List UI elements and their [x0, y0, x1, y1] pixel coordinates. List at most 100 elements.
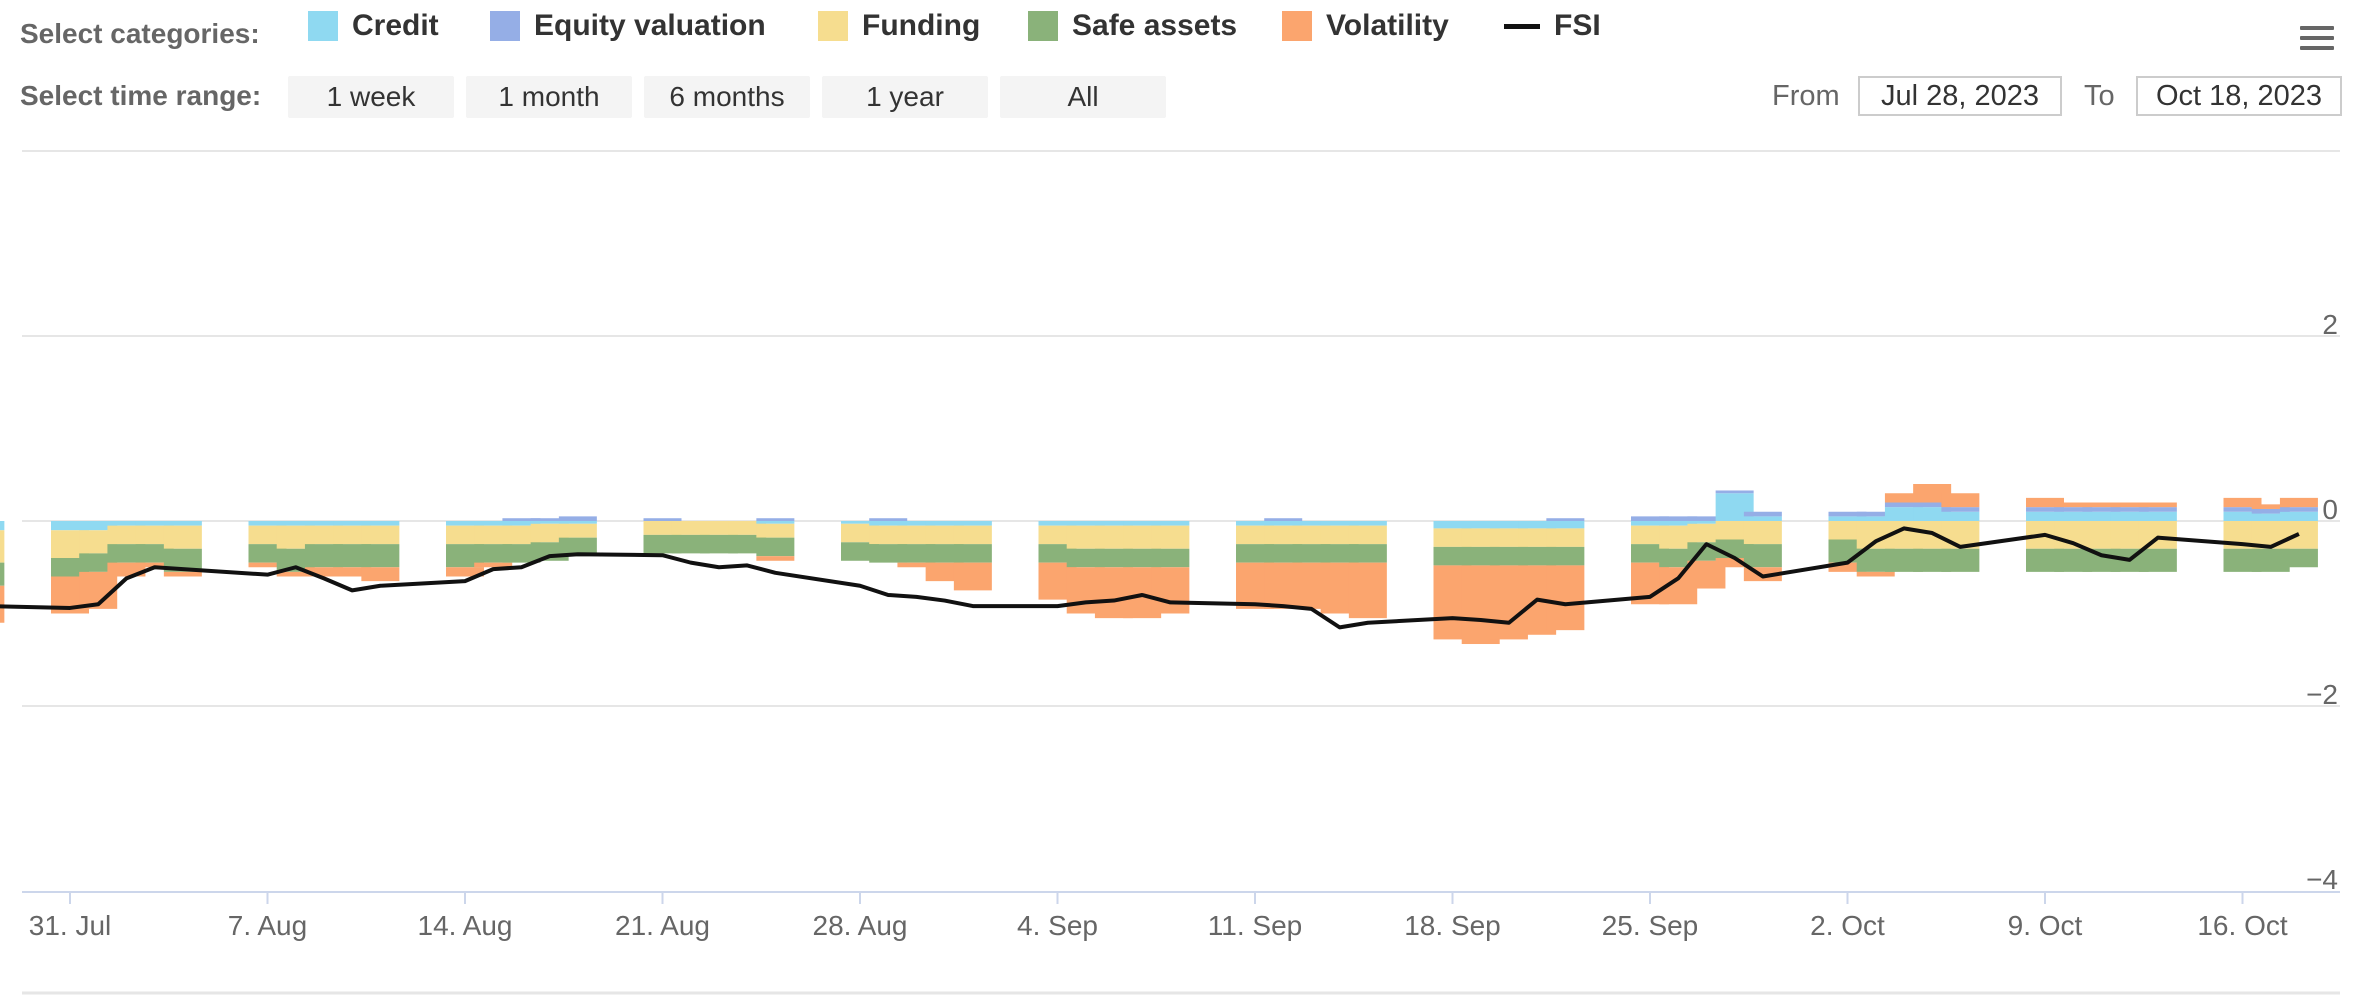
bar-volatility	[2279, 497, 2318, 508]
bar-credit	[2026, 511, 2064, 521]
bar-funding	[2138, 521, 2177, 549]
bar-volatility	[2251, 504, 2290, 509]
bar-credit	[248, 521, 287, 526]
bar-credit	[1941, 511, 1980, 521]
to-label: To	[2084, 80, 2115, 112]
legend-label: Equity valuation	[534, 9, 766, 42]
bar-equity-valuation	[643, 518, 682, 521]
from-date-input[interactable]	[1858, 76, 2062, 116]
legend-item-funding[interactable]: Funding	[818, 6, 980, 46]
bar-volatility	[1856, 571, 1895, 577]
menu-bar	[2300, 36, 2334, 40]
bar-volatility	[953, 562, 992, 591]
bar-credit	[51, 521, 89, 531]
chart-line	[0, 526, 2300, 630]
bar-credit	[1518, 521, 1557, 529]
bar-credit	[276, 521, 315, 526]
legend-item-fsi[interactable]: FSI	[1504, 6, 1601, 46]
range-button-all[interactable]: All	[1000, 76, 1166, 118]
menu-bar	[2300, 26, 2334, 30]
bar-volatility	[361, 567, 400, 582]
bar-credit	[1264, 521, 1303, 526]
bar-credit	[1066, 521, 1105, 526]
bar-equity-valuation	[1264, 518, 1303, 521]
bar-credit	[2138, 511, 2177, 521]
bar-volatility	[446, 567, 484, 577]
x-tick-label: 31. Jul	[29, 910, 112, 941]
x-tick-label: 11. Sep	[1208, 910, 1302, 941]
bar-credit	[756, 521, 795, 524]
bar-equity-valuation	[1631, 516, 1669, 521]
bar-equity-valuation	[2138, 507, 2177, 512]
bar-credit	[163, 521, 202, 526]
bar-volatility	[2110, 502, 2149, 508]
bar-volatility	[897, 562, 936, 568]
range-button-1-month[interactable]: 1 month	[466, 76, 632, 118]
bar-safe-assets	[756, 537, 795, 557]
bar-equity-valuation	[502, 518, 541, 521]
bar-safe-assets	[2279, 548, 2318, 568]
legend-swatch	[818, 11, 848, 41]
bar-equity-valuation	[1828, 511, 1867, 517]
x-tick-label: 16. Oct	[2197, 910, 2287, 941]
bar-credit	[1038, 521, 1077, 526]
bar-credit	[1433, 521, 1472, 529]
bar-safe-assets	[361, 544, 400, 568]
x-tick-label: 2. Oct	[1810, 910, 1885, 941]
bar-safe-assets	[1151, 548, 1190, 568]
bar-credit	[1856, 516, 1895, 521]
bar-volatility	[248, 562, 287, 568]
bar-credit	[1461, 521, 1500, 529]
bar-credit	[1743, 516, 1782, 521]
bar-equity-valuation	[1856, 511, 1895, 517]
bar-funding	[0, 530, 5, 563]
x-axis: 31. Jul 7. Aug 14. Aug 21. Aug 28. Aug 4. Sep…	[29, 892, 2288, 941]
bar-volatility	[2138, 502, 2177, 508]
chart-bars	[0, 484, 2318, 645]
bar-equity-valuation	[2223, 507, 2262, 512]
legend-item-credit[interactable]: Credit	[308, 6, 439, 46]
bar-funding	[1348, 525, 1387, 545]
bar-equity-valuation	[1913, 502, 1952, 508]
bar-credit	[897, 521, 936, 526]
bar-credit	[1094, 521, 1133, 526]
bar-credit	[841, 521, 879, 524]
time-range-label: Select time range:	[20, 80, 262, 111]
x-tick-label: 7. Aug	[228, 910, 307, 941]
bar-credit	[1546, 521, 1585, 529]
bar-volatility	[163, 571, 202, 577]
bar-credit	[2251, 513, 2290, 521]
fsi-line	[0, 526, 2300, 630]
bar-credit	[1320, 521, 1359, 526]
x-tick-label: 9. Oct	[2008, 910, 2083, 941]
bar-equity-valuation	[1546, 518, 1585, 521]
bar-equity-valuation	[2251, 508, 2290, 514]
bar-equity-valuation	[530, 518, 569, 521]
bar-volatility	[135, 562, 174, 568]
bar-credit	[1631, 521, 1669, 526]
bar-credit	[502, 521, 541, 526]
range-button-6-months[interactable]: 6 months	[644, 76, 810, 118]
bar-equity-valuation	[1687, 516, 1726, 521]
x-tick-label: 14. Aug	[418, 910, 513, 941]
bar-equity-valuation	[1884, 502, 1923, 508]
legend-swatch	[1282, 11, 1312, 41]
menu-bar	[2300, 46, 2334, 50]
legend-item-equity-valuation[interactable]: Equity valuation	[490, 6, 766, 46]
range-button-1-year[interactable]: 1 year	[822, 76, 988, 118]
legend-item-safe-assets[interactable]: Safe assets	[1028, 6, 1237, 46]
range-button-1-week[interactable]: 1 week	[288, 76, 454, 118]
bar-credit	[0, 521, 5, 531]
bar-safe-assets	[953, 544, 992, 563]
legend-item-volatility[interactable]: Volatility	[1282, 6, 1449, 46]
bar-volatility	[1715, 558, 1754, 568]
bar-safe-assets	[2138, 548, 2177, 572]
bar-credit	[558, 521, 597, 524]
bar-volatility	[2026, 497, 2064, 508]
to-date-input[interactable]	[2136, 76, 2342, 116]
legend-label: Funding	[862, 9, 981, 42]
bar-credit	[333, 521, 372, 526]
legend-swatch	[308, 11, 338, 41]
bar-funding	[1151, 525, 1190, 549]
hamburger-menu-icon[interactable]	[2300, 26, 2334, 54]
